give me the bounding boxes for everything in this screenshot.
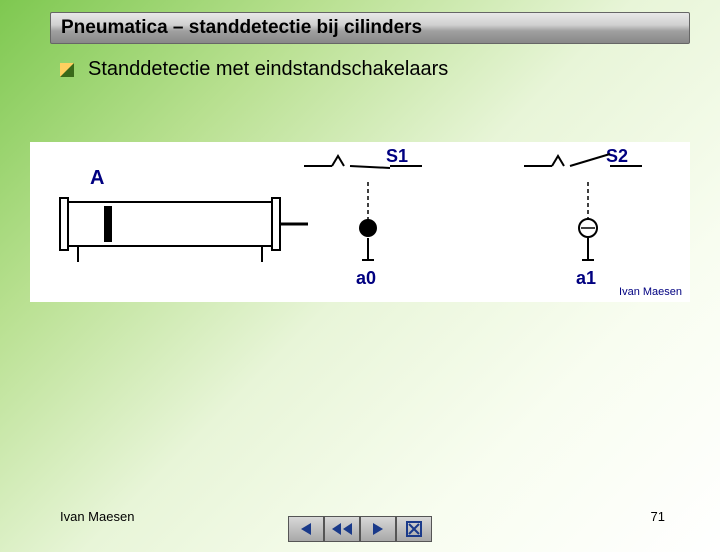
svg-text:A: A: [90, 167, 104, 189]
footer-page: 71: [651, 509, 665, 524]
footer-author: Ivan Maesen: [60, 509, 134, 524]
triangle-left-icon: [299, 522, 313, 536]
close-x-icon: [406, 521, 422, 537]
nav-bar: [288, 516, 432, 542]
svg-text:a0: a0: [356, 268, 376, 288]
nav-prev-button[interactable]: [288, 516, 324, 542]
diagram-attribution: Ivan Maesen: [619, 286, 682, 298]
diagram-svg: A S1 a0 S2 a1: [30, 142, 690, 302]
double-triangle-left-icon: [331, 522, 353, 536]
title-bar: Pneumatica – standdetectie bij cilinders: [50, 12, 690, 44]
diagram: A S1 a0 S2 a1 Ivan Maesen: [30, 142, 690, 302]
svg-text:a1: a1: [576, 268, 596, 288]
subtitle-row: Standdetectie met eindstandschakelaars: [60, 58, 720, 81]
nav-next-button[interactable]: [360, 516, 396, 542]
bullet-icon: [60, 63, 74, 77]
subtitle-text: Standdetectie met eindstandschakelaars: [88, 58, 448, 81]
svg-text:S1: S1: [386, 146, 408, 166]
nav-close-button[interactable]: [396, 516, 432, 542]
triangle-right-icon: [371, 522, 385, 536]
slide-title: Pneumatica – standdetectie bij cilinders: [61, 17, 422, 39]
svg-text:S2: S2: [606, 146, 628, 166]
nav-first-button[interactable]: [324, 516, 360, 542]
